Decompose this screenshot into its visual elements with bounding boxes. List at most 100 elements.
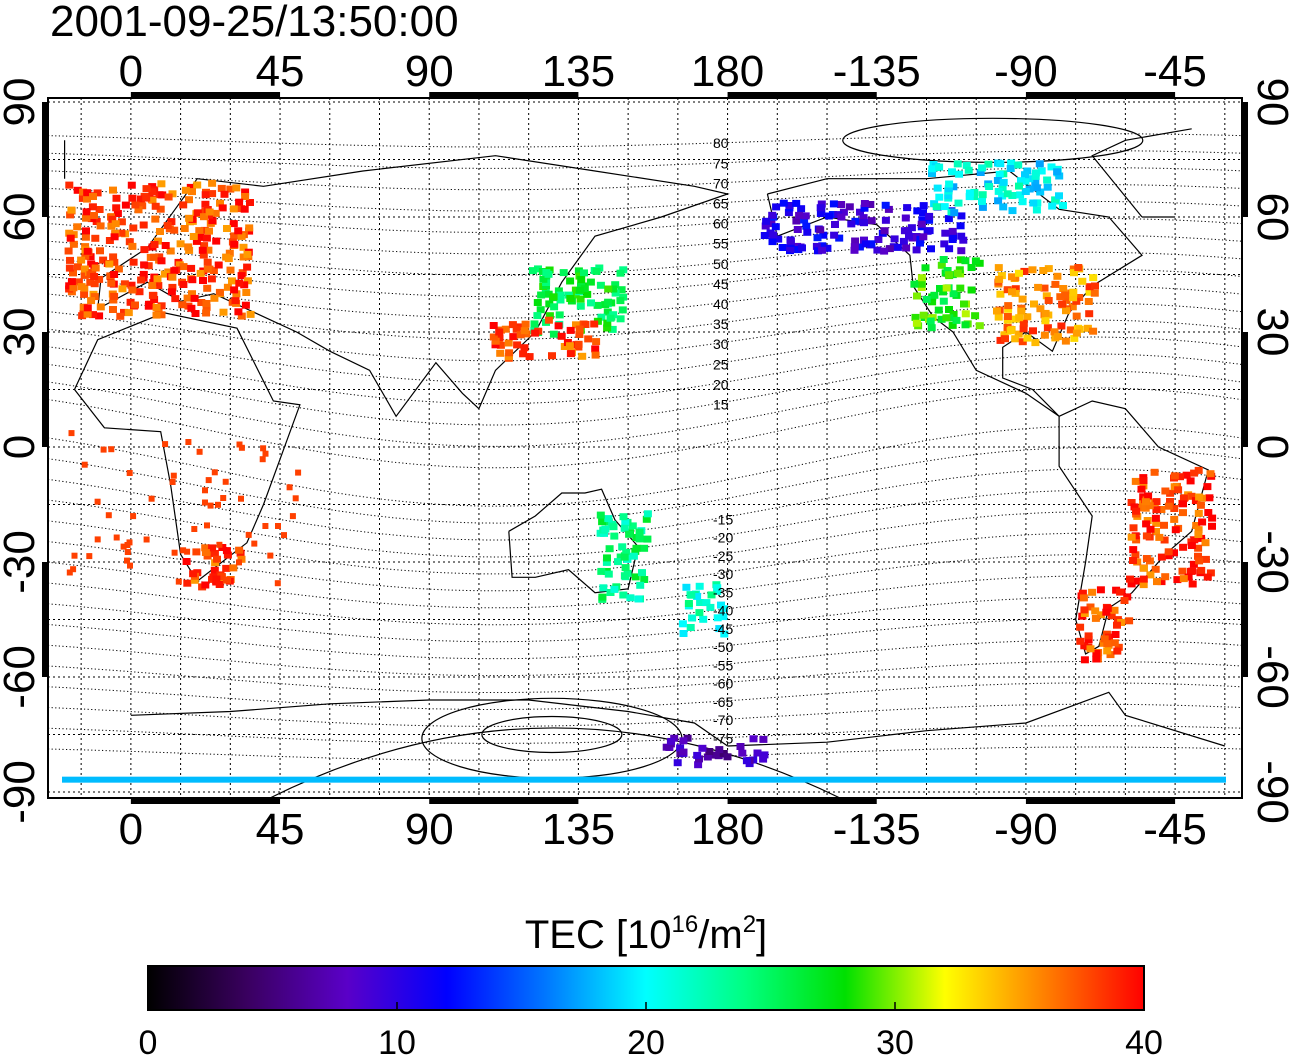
contour-label: 65 <box>713 196 729 212</box>
tec-cell <box>87 297 96 305</box>
tec-cell <box>999 203 1008 211</box>
tec-cell <box>508 321 517 329</box>
tec-cell <box>1066 326 1075 334</box>
tec-cell <box>940 240 949 248</box>
tec-cell <box>1017 177 1025 185</box>
tec-cell <box>971 257 980 265</box>
coastline <box>766 170 1143 417</box>
lat-tick-left: 30 <box>0 308 44 357</box>
tec-cell <box>491 337 500 345</box>
tec-cell <box>1187 567 1195 575</box>
tec-cell <box>682 583 691 591</box>
tec-cell <box>795 211 804 219</box>
tec-cell <box>881 216 890 224</box>
tec-cell <box>1110 606 1119 614</box>
tec-cell <box>994 264 1003 272</box>
tec-cell <box>580 285 589 293</box>
tec-cell <box>95 206 104 213</box>
tec-cell <box>970 193 979 201</box>
tec-cell <box>823 244 832 252</box>
tec-cell <box>82 227 90 235</box>
tec-cell <box>1042 292 1051 300</box>
tec-cell <box>1072 297 1081 305</box>
tec-cell <box>170 472 177 479</box>
tec-cell <box>1068 303 1077 311</box>
tec-cell <box>937 315 946 323</box>
lon-tick-top: 135 <box>542 47 615 96</box>
tec-cell <box>918 216 927 224</box>
tec-cell <box>183 579 192 587</box>
tec-cell <box>1139 477 1148 484</box>
tec-cell <box>155 253 164 261</box>
tec-cell <box>1074 264 1083 271</box>
tec-cell <box>818 242 827 250</box>
tec-cell <box>939 256 948 263</box>
tec-cell <box>617 286 626 294</box>
tec-cell <box>1084 632 1093 640</box>
tec-cell <box>1205 494 1214 502</box>
tec-cell <box>1197 566 1206 574</box>
tec-cell <box>676 744 685 752</box>
tec-cell <box>998 184 1007 192</box>
tec-cell <box>749 735 758 743</box>
tec-cell <box>537 291 546 299</box>
lat-tick-left: 90 <box>0 78 44 127</box>
tec-cell <box>234 308 243 316</box>
tec-cell <box>753 749 762 757</box>
tec-cell <box>580 269 588 277</box>
tec-cell <box>1203 483 1212 491</box>
tec-cell <box>678 620 687 628</box>
tec-cell <box>557 332 566 340</box>
tec-cell <box>720 630 729 638</box>
tec-cell <box>169 479 176 485</box>
tec-cell <box>210 566 219 574</box>
tec-cell <box>949 311 958 318</box>
tec-cell <box>907 224 916 232</box>
tec-cell <box>1190 469 1199 477</box>
tec-cell <box>495 328 504 336</box>
tec-cell <box>559 269 568 277</box>
tec-cell <box>847 220 856 228</box>
tec-cell <box>241 301 250 309</box>
tec-cell <box>618 543 627 551</box>
tec-cell <box>1059 202 1067 209</box>
tec-cell <box>121 201 130 209</box>
tec-cell <box>1015 269 1023 277</box>
tec-cell <box>158 191 167 199</box>
tec-cell <box>217 573 226 580</box>
tec-cell <box>1032 184 1041 192</box>
tec-cell <box>1194 531 1203 538</box>
lon-tick-top: 90 <box>405 47 454 96</box>
tec-cell <box>850 246 859 254</box>
tec-cell <box>971 312 980 320</box>
tec-cell <box>1069 288 1078 296</box>
tec-cell <box>69 231 78 239</box>
tec-cell <box>683 734 692 742</box>
tec-cell <box>237 555 246 563</box>
tec-cell <box>1008 273 1016 281</box>
tec-cell <box>222 478 229 485</box>
tec-cell <box>83 195 91 203</box>
tec-cell <box>738 749 747 757</box>
tec-cell <box>784 209 793 217</box>
contour-line <box>48 370 1242 447</box>
tec-cell <box>128 194 137 202</box>
tec-cell <box>1161 487 1170 495</box>
lat-tick-right: 30 <box>1248 308 1292 357</box>
tec-cell <box>90 273 99 280</box>
tec-cell <box>778 244 787 251</box>
tec-cell <box>927 324 936 332</box>
contour-label: -20 <box>713 530 733 546</box>
contour-line <box>48 336 1242 405</box>
tec-cell <box>67 206 76 214</box>
tec-cell <box>609 285 618 293</box>
tec-cell <box>1092 650 1101 657</box>
tec-cell <box>618 306 627 314</box>
tec-cell <box>921 264 930 272</box>
tec-cell <box>1151 514 1160 522</box>
tec-cell <box>619 591 628 599</box>
tec-cell <box>1152 519 1161 527</box>
tec-cell <box>851 237 860 245</box>
tec-cell <box>997 272 1006 280</box>
tec-cell <box>251 540 258 547</box>
